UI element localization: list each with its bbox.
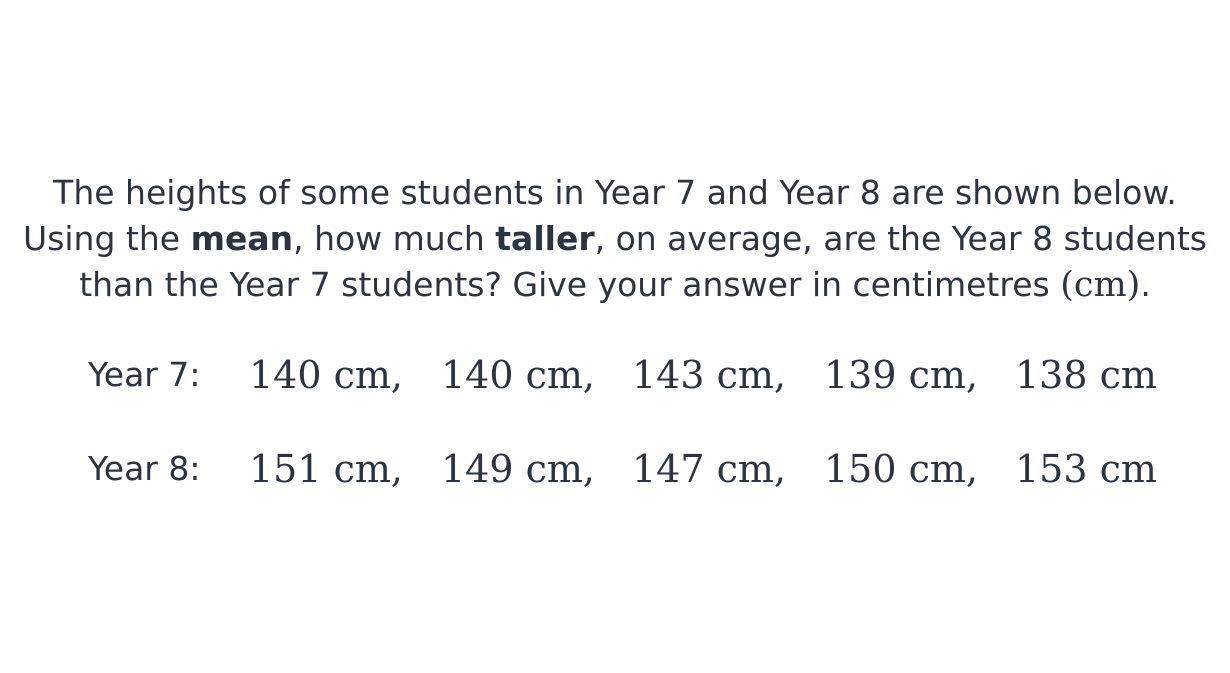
year-7-height-1: 140 cm, <box>249 353 404 397</box>
year-8-height-5: 153 cm <box>1015 447 1157 491</box>
year-7-height-3: 143 cm, <box>632 353 787 397</box>
question-line-3: than the Year 7 students? Give your answ… <box>0 262 1230 308</box>
year-7-height-2: 140 cm, <box>441 353 596 397</box>
question-line-1: The heights of some students in Year 7 a… <box>53 173 1177 212</box>
question-text: The heights of some students in Year 7 a… <box>0 170 1230 308</box>
year-8-height-3: 147 cm, <box>632 447 787 491</box>
question-line-2: Using the mean, how much taller, on aver… <box>0 216 1230 262</box>
unit-cm: (cm) <box>1060 265 1141 305</box>
emphasis-taller: taller <box>495 219 595 258</box>
year-7-row: Year 7: 140 cm, 140 cm, 143 cm, 139 cm, … <box>0 350 1230 400</box>
year-8-row: Year 8: 151 cm, 149 cm, 147 cm, 150 cm, … <box>0 444 1230 494</box>
year-7-height-5: 138 cm <box>1015 353 1157 397</box>
emphasis-mean: mean <box>190 219 294 258</box>
year-7-label: Year 7: <box>88 355 201 394</box>
question-line-2-end: , on average, are the Year 8 students <box>594 219 1207 258</box>
year-7-height-4: 139 cm, <box>824 353 979 397</box>
question-line-2-middle: , how much <box>293 219 496 258</box>
year-8-height-4: 150 cm, <box>824 447 979 491</box>
question-line-3-end: . <box>1140 265 1151 304</box>
question-line-2-start: Using the <box>23 219 191 258</box>
year-8-label: Year 8: <box>88 449 201 488</box>
question-line-3-start: than the Year 7 students? Give your answ… <box>79 265 1061 304</box>
year-8-height-2: 149 cm, <box>441 447 596 491</box>
year-8-height-1: 151 cm, <box>249 447 404 491</box>
